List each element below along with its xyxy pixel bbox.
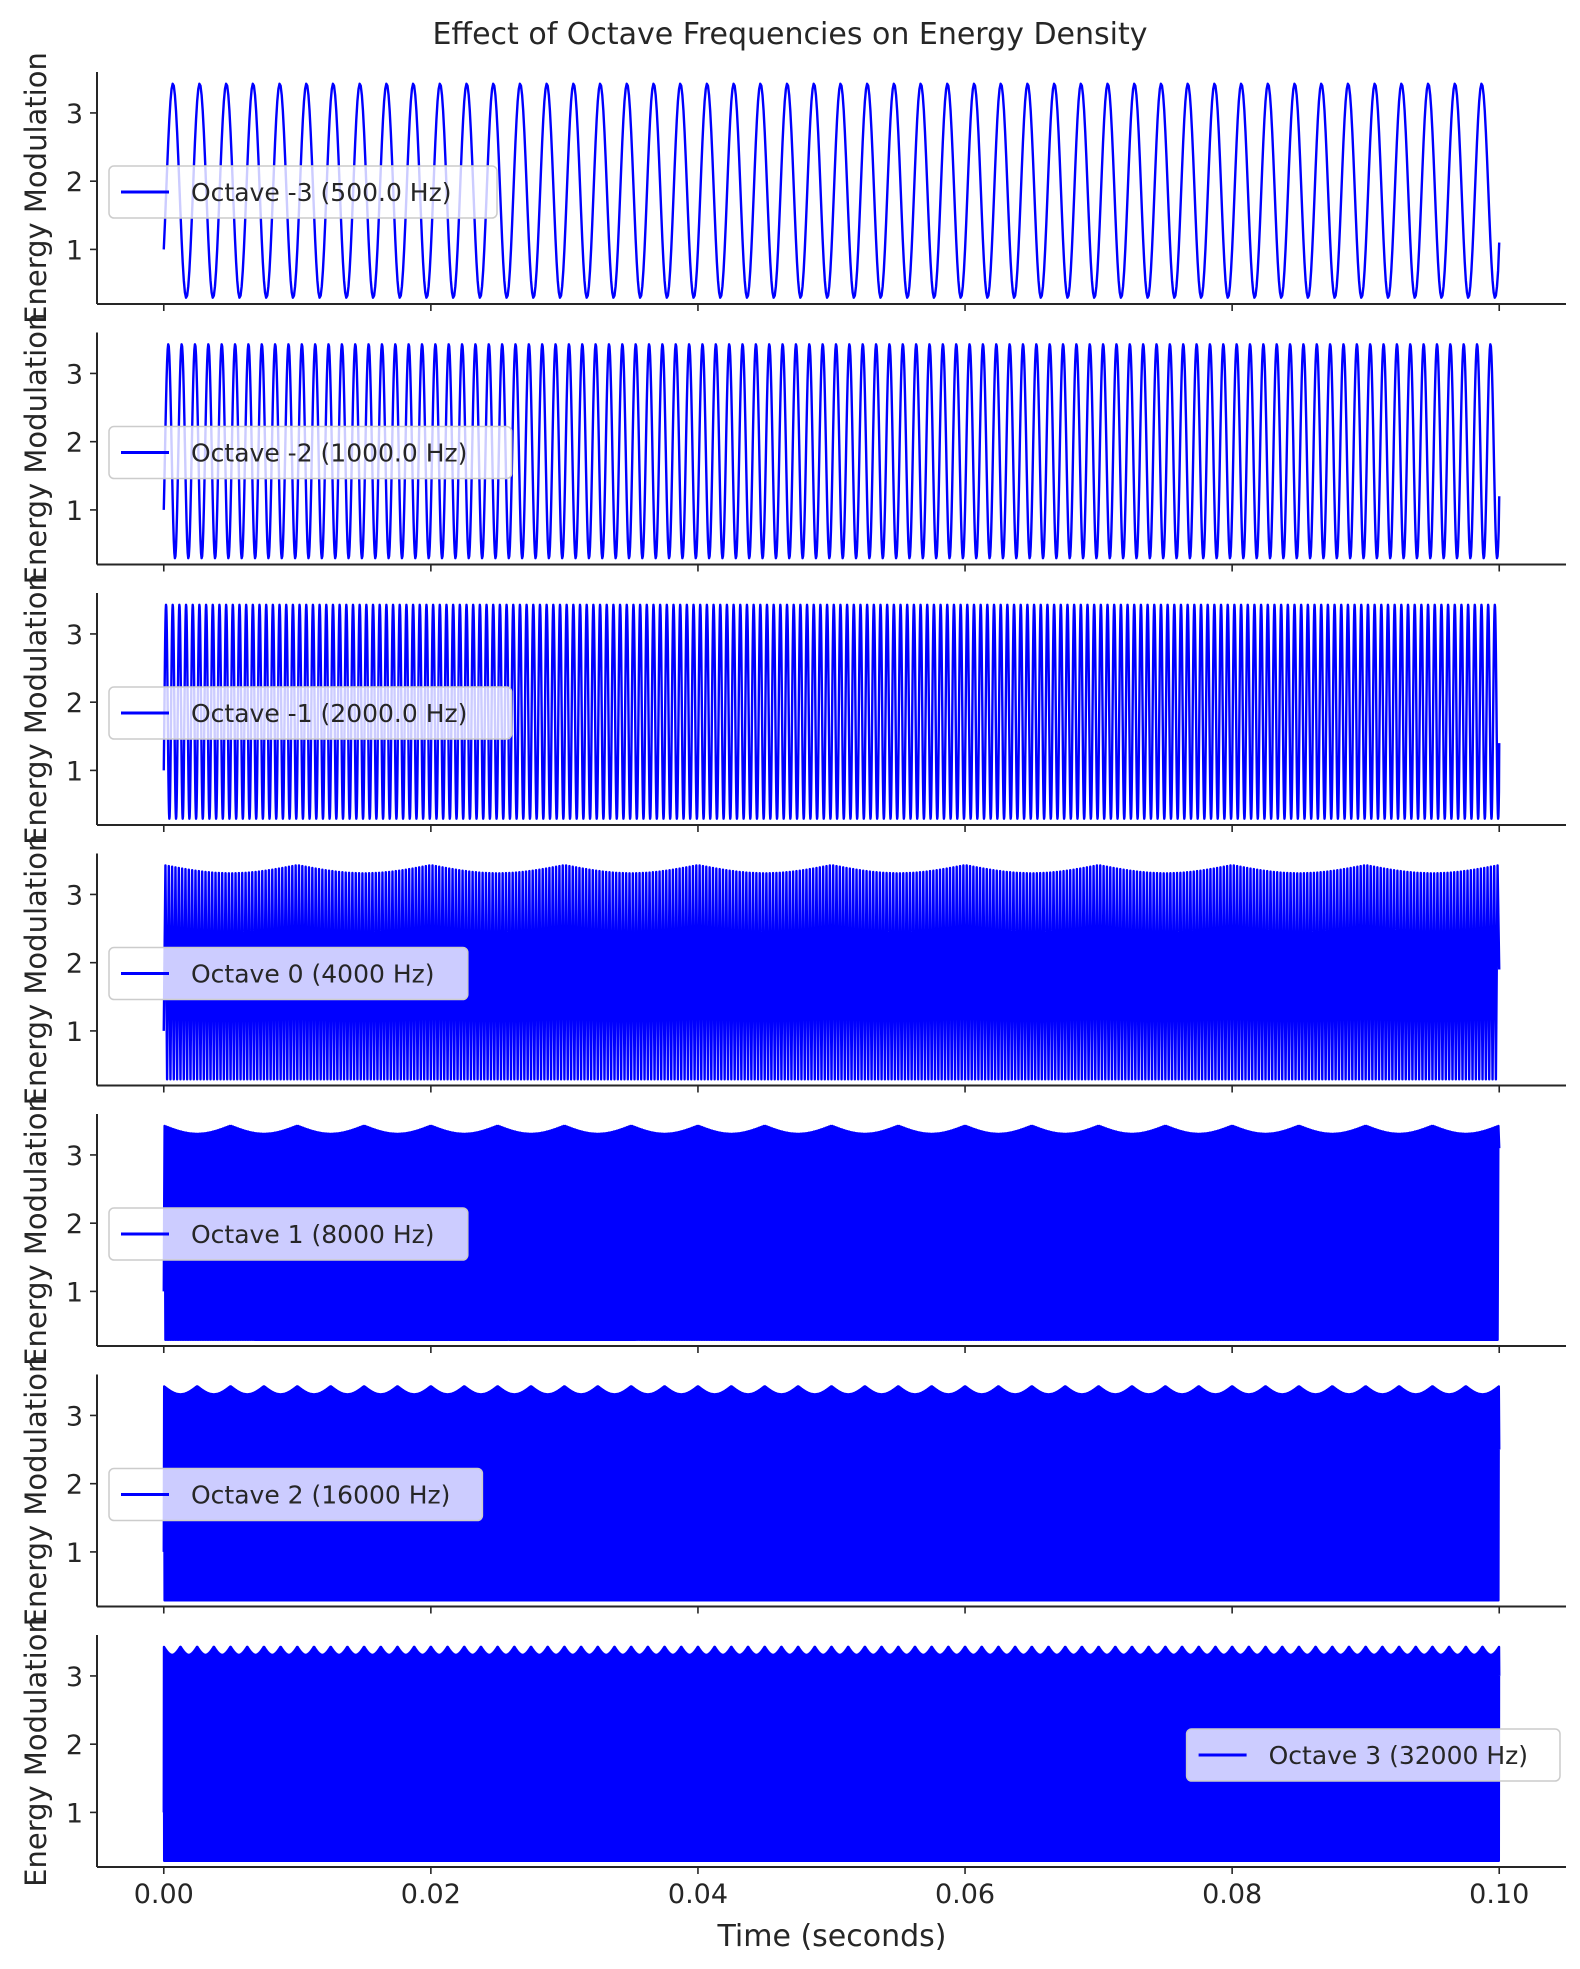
legend-box bbox=[108, 165, 498, 219]
x-tick-label: 0.00 bbox=[134, 1879, 194, 1910]
y-tick-label: 2 bbox=[66, 949, 83, 980]
legend-label: Octave -2 (1000.0 Hz) bbox=[191, 439, 467, 468]
y-tick-label: 2 bbox=[66, 1470, 83, 1501]
y-axis-label: Energy Modulation bbox=[19, 573, 53, 845]
subplot-7: 1 2 3 0.00 0.02 0.04 0.06 0.08 0.10 Energy Modula… bbox=[19, 1615, 1566, 1910]
y-tick-label: 2 bbox=[66, 167, 83, 198]
figure-title: Effect of Octave Frequencies on Energy D… bbox=[432, 17, 1147, 52]
y-tick-label: 3 bbox=[66, 620, 83, 651]
series-line bbox=[162, 343, 1501, 560]
series-line bbox=[162, 864, 1501, 1081]
series-line bbox=[162, 1645, 1501, 1863]
subplot-2: 1 2 3 Energy Modulation Octave -2 (1000.0 Hz… bbox=[19, 313, 1566, 585]
legend: Octave 3 (32000 Hz) bbox=[1185, 1728, 1561, 1782]
y-axis-label: Energy Modulation bbox=[19, 1615, 53, 1887]
legend: Octave -2 (1000.0 Hz) bbox=[108, 425, 513, 480]
y-tick-label: 3 bbox=[66, 1141, 83, 1172]
y-tick-label: 1 bbox=[66, 496, 83, 527]
y-tick-label: 3 bbox=[66, 880, 83, 911]
y-tick-label: 2 bbox=[66, 428, 83, 459]
y-tick-label: 2 bbox=[66, 1730, 83, 1761]
series-line bbox=[162, 82, 1501, 299]
series-line bbox=[162, 603, 1501, 820]
y-axis-label: Energy Modulation bbox=[19, 1094, 53, 1366]
legend-box bbox=[1185, 1728, 1561, 1782]
y-tick-label: 2 bbox=[66, 688, 83, 719]
y-axis-label: Energy Modulation bbox=[19, 52, 53, 324]
y-axis-label: Energy Modulation bbox=[19, 313, 53, 585]
legend-box bbox=[108, 946, 469, 1001]
x-tick-label: 0.04 bbox=[668, 1879, 728, 1910]
legend: Octave 1 (8000 Hz) bbox=[108, 1207, 469, 1261]
x-tick-label: 0.02 bbox=[401, 1879, 461, 1910]
subplot-stack: 1 2 3 Energy Modulation Octave -3 (500.0 Hz)… bbox=[19, 52, 1566, 1910]
legend-label: Octave 3 (32000 Hz) bbox=[1269, 1741, 1528, 1770]
series-line bbox=[162, 1124, 1501, 1342]
y-tick-label: 3 bbox=[66, 1662, 83, 1693]
legend: Octave 2 (16000 Hz) bbox=[108, 1467, 484, 1522]
x-tick-label: 0.06 bbox=[935, 1879, 995, 1910]
legend-box bbox=[108, 1467, 484, 1522]
legend-box bbox=[108, 425, 513, 480]
legend-box bbox=[108, 1207, 469, 1261]
subplot-4: 1 2 3 Energy Modulation Octave 0 (4000 Hz) bbox=[19, 834, 1566, 1106]
y-tick-label: 1 bbox=[66, 1798, 83, 1829]
subplot-1: 1 2 3 Energy Modulation Octave -3 (500.0 Hz) bbox=[19, 52, 1566, 324]
y-tick-label: 1 bbox=[66, 756, 83, 787]
legend-label: Octave 1 (8000 Hz) bbox=[191, 1220, 435, 1249]
x-axis-label: Time (seconds) bbox=[717, 1919, 947, 1954]
legend: Octave 0 (4000 Hz) bbox=[108, 946, 469, 1001]
y-tick-label: 3 bbox=[66, 1401, 83, 1432]
legend-box bbox=[108, 686, 513, 740]
x-tick-label: 0.10 bbox=[1469, 1879, 1529, 1910]
subplot-5: 1 2 3 Energy Modulation Octave 1 (8000 Hz) bbox=[19, 1094, 1566, 1366]
y-tick-label: 1 bbox=[66, 1277, 83, 1308]
subplot-6: 1 2 3 Energy Modulation Octave 2 (16000 Hz) bbox=[19, 1355, 1566, 1627]
legend-label: Octave -1 (2000.0 Hz) bbox=[191, 699, 467, 728]
y-axis-label: Energy Modulation bbox=[19, 1355, 53, 1627]
legend: Octave -3 (500.0 Hz) bbox=[108, 165, 498, 219]
legend-label: Octave 0 (4000 Hz) bbox=[191, 960, 435, 989]
series-line bbox=[162, 1385, 1501, 1602]
y-tick-label: 1 bbox=[66, 1538, 83, 1569]
y-tick-label: 3 bbox=[66, 99, 83, 130]
y-tick-label: 1 bbox=[66, 1017, 83, 1048]
subplot-3: 1 2 3 Energy Modulation Octave -1 (2000.0 Hz… bbox=[19, 573, 1566, 845]
x-tick-label: 0.08 bbox=[1202, 1879, 1262, 1910]
y-tick-label: 2 bbox=[66, 1209, 83, 1240]
legend-label: Octave -3 (500.0 Hz) bbox=[191, 178, 452, 207]
legend: Octave -1 (2000.0 Hz) bbox=[108, 686, 513, 740]
legend-label: Octave 2 (16000 Hz) bbox=[191, 1481, 450, 1510]
y-tick-label: 1 bbox=[66, 235, 83, 266]
y-tick-label: 3 bbox=[66, 359, 83, 390]
y-axis-label: Energy Modulation bbox=[19, 834, 53, 1106]
